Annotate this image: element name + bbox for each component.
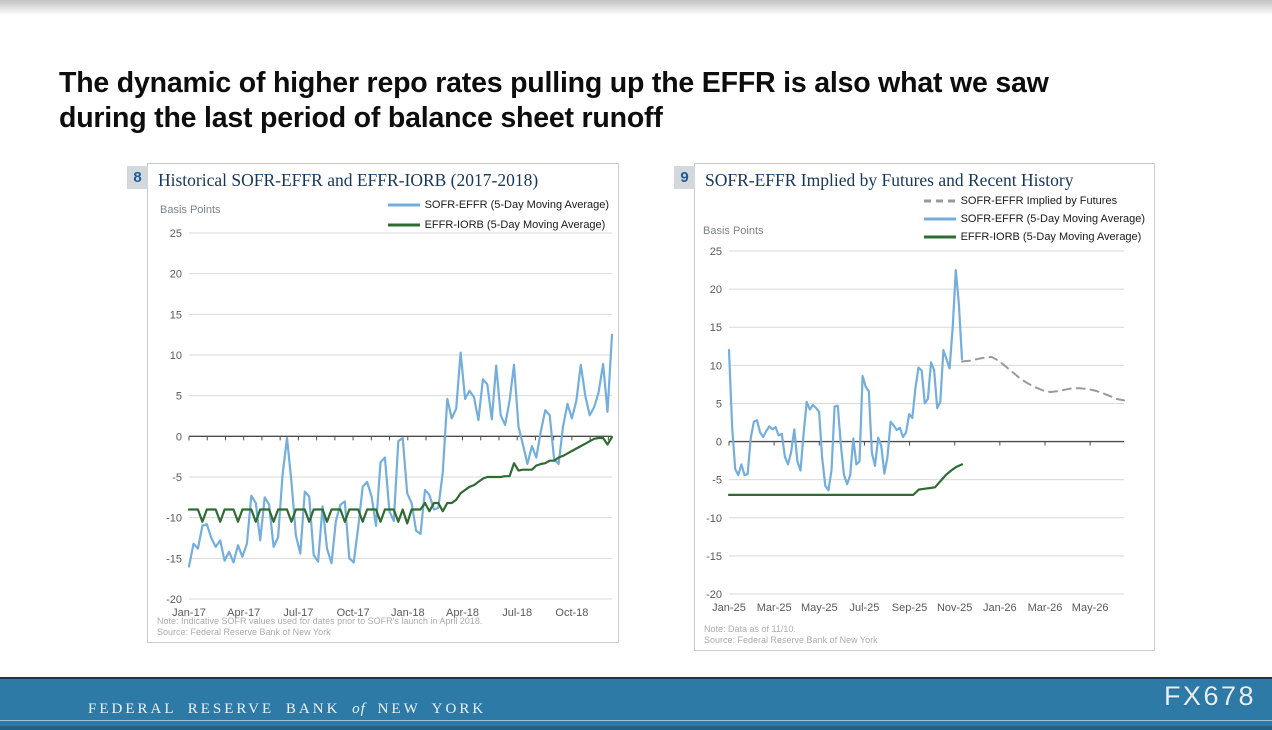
x-tick-label: May-25 [801, 602, 838, 614]
x-tick-label: Oct-17 [337, 607, 370, 619]
series-line [727, 269, 964, 492]
legend-label: EFFR-IORB (5-Day Moving Average) [424, 218, 606, 231]
watermark-text: FX678 [1163, 681, 1256, 711]
bank-wordmark-part: NEW YORK [377, 701, 487, 717]
x-tick-label: Nov-25 [937, 602, 972, 614]
figure-number-badge: 8 [127, 166, 148, 189]
y-tick-label: 10 [710, 360, 722, 372]
y-axis-unit-label: Basis Points [703, 225, 764, 237]
chart-legend: SOFR-EFFR Implied by Futures SOFR-EFFR (5… [923, 193, 1145, 244]
footer-bottom-edge [0, 726, 1272, 730]
source-line: Source: Federal Reserve Bank of New York [157, 627, 331, 638]
legend-item: EFFR-IORB (5-Day Moving Average) [923, 229, 1142, 244]
legend-item: SOFR-EFFR (5-Day Moving Average) [923, 211, 1145, 226]
y-tick-label: 0 [716, 437, 722, 449]
legend-swatch [387, 203, 420, 206]
y-tick-label: 5 [716, 398, 722, 410]
chart-footnote: Note: Indicative SOFR values used for da… [157, 616, 482, 639]
y-tick-label: 0 [176, 431, 182, 443]
series-line [961, 355, 1125, 402]
legend-item: SOFR-EFFR (5-Day Moving Average) [387, 197, 609, 212]
note-line: Note: Indicative SOFR values used for da… [157, 615, 483, 626]
x-tick-label: Sep-25 [892, 602, 927, 614]
legend-label: SOFR-EFFR (5-Day Moving Average) [960, 212, 1145, 225]
legend-swatch [387, 223, 420, 226]
y-tick-label: 15 [710, 322, 722, 334]
x-tick-label: Mar-26 [1028, 602, 1063, 614]
y-tick-label: -20 [166, 594, 182, 606]
x-tick-label: Apr-17 [227, 607, 260, 619]
x-tick-label: Mar-25 [757, 602, 792, 614]
legend-label: SOFR-EFFR Implied by Futures [960, 194, 1118, 207]
y-tick-label: -15 [706, 551, 722, 563]
x-tick-label: May-26 [1072, 602, 1109, 614]
bank-wordmark: FEDERAL RESERVE BANK of NEW YORK [88, 701, 486, 718]
y-tick-label: -10 [706, 513, 722, 525]
y-tick-label: -15 [166, 553, 182, 565]
legend-swatch [923, 235, 956, 238]
slide-title-line2: during the last period of balance sheet … [59, 102, 663, 135]
chart-legend: SOFR-EFFR (5-Day Moving Average) EFFR-IOR… [387, 197, 609, 232]
legend-label: SOFR-EFFR (5-Day Moving Average) [424, 198, 609, 211]
chart-title: SOFR-EFFR Implied by Futures and Recent … [705, 170, 1074, 190]
y-tick-label: -5 [172, 472, 182, 484]
source-line: Source: Federal Reserve Bank of New York [704, 635, 878, 646]
series-line [187, 436, 614, 525]
top-gradient-strip [0, 0, 1272, 15]
note-line: Note: Data as of 11/10. [704, 623, 796, 634]
legend-swatch [923, 199, 956, 202]
y-tick-label: 25 [170, 228, 182, 240]
chart-title: Historical SOFR-EFFR and EFFR-IORB (2017… [158, 170, 539, 190]
y-tick-label: -5 [712, 475, 722, 487]
chart-card-8: 8 Historical SOFR-EFFR and EFFR-IORB (20… [127, 163, 619, 643]
footer-bar: FEDERAL RESERVE BANK of NEW YORK FX678 [0, 677, 1272, 730]
y-tick-label: -20 [706, 589, 722, 601]
slide-title: The dynamic of higher repo rates pulling… [59, 66, 1219, 136]
y-tick-label: 5 [176, 391, 182, 403]
x-tick-label: Jan-26 [983, 602, 1017, 614]
y-tick-label: 25 [710, 246, 722, 258]
chart-card-9: 9 SOFR-EFFR Implied by Futures and Recen… [674, 163, 1155, 651]
y-tick-label: 15 [170, 309, 182, 321]
series-line [727, 463, 964, 496]
footer-blue-band: FEDERAL RESERVE BANK of NEW YORK FX678 [0, 679, 1272, 730]
legend-label: EFFR-IORB (5-Day Moving Average) [960, 230, 1142, 243]
x-tick-label: Apr-18 [446, 607, 479, 619]
footer-rule [0, 720, 1272, 721]
legend-item: EFFR-IORB (5-Day Moving Average) [387, 217, 606, 232]
x-tick-label: Jan-17 [172, 607, 206, 619]
chart-footnote: Note: Data as of 11/10. Source: Federal … [704, 624, 878, 647]
x-tick-label: Jul-25 [849, 602, 879, 614]
series-line [187, 333, 614, 568]
y-tick-label: -10 [166, 513, 182, 525]
figure-number-badge: 9 [674, 166, 695, 189]
y-tick-label: 20 [710, 284, 722, 296]
slide-title-line1: The dynamic of higher repo rates pulling… [59, 67, 1049, 99]
y-tick-label: 10 [170, 350, 182, 362]
x-tick-label: Jan-18 [391, 607, 425, 619]
x-tick-label: Jul-17 [283, 607, 313, 619]
footer-top-line [0, 677, 1272, 679]
legend-item: SOFR-EFFR Implied by Futures [923, 193, 1118, 208]
x-tick-label: Jan-25 [712, 602, 746, 614]
y-tick-label: 20 [170, 269, 182, 281]
legend-swatch [923, 217, 956, 220]
x-tick-label: Jul-18 [502, 607, 532, 619]
bank-wordmark-of: of [352, 701, 366, 717]
x-tick-label: Oct-18 [555, 607, 588, 619]
y-axis-unit-label: Basis Points [160, 204, 221, 216]
bank-wordmark-part: FEDERAL RESERVE BANK [88, 701, 341, 717]
